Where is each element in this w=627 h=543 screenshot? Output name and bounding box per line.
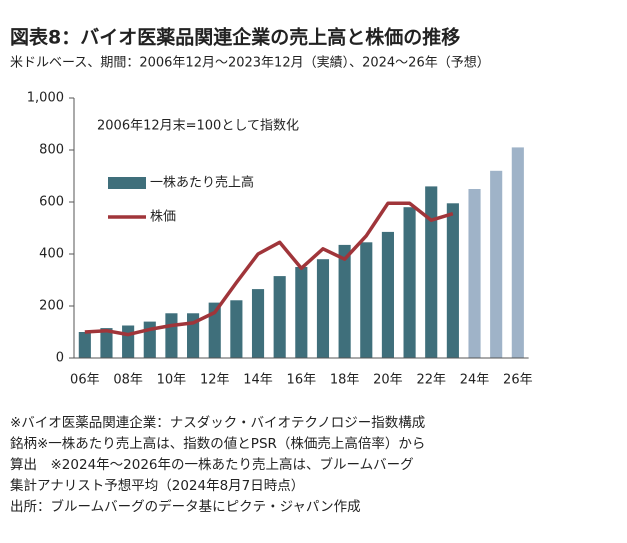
note: ※バイオ医薬品関連企業：ナスダック・バイオテクノロジー指数構成 [10,414,425,431]
note: 銘柄※一株あたり売上高は、指数の値とPSR（株価売上高倍率）から [10,435,425,452]
bar [446,203,459,358]
legend-label: 株価 [150,210,176,225]
bar [273,276,286,358]
bar [78,332,91,358]
x-tick-label: 24年 [460,373,490,388]
x-tick-label: 06年 [70,373,100,388]
note: 算出 ※2024年～2026年の一株あたり売上高は、ブルームバーグ [10,456,414,473]
bar [403,207,416,358]
legend-swatch [108,177,146,189]
bar [316,259,330,358]
bar [490,170,503,358]
bar [230,300,243,358]
bar [100,328,113,358]
y-tick-label: 0 [56,351,64,366]
x-tick-label: 22年 [416,373,446,388]
note: 出所：ブルームバーグのデータ基にピクテ・ジャパン作成 [10,498,361,515]
x-tick-label: 08年 [113,373,143,388]
chart-subtitle: 米ドルベース、期間：2006年12月～2023年12月（実績）、2024～26年… [10,55,490,71]
legend-label: 一株あたり売上高 [150,175,254,191]
line [84,201,454,337]
bar [251,289,265,358]
bar [338,244,351,358]
annotation: 2006年12月末=100として指数化 [97,119,299,134]
bar [360,242,373,358]
x-tick-label: 16年 [287,373,317,388]
bar [425,186,438,358]
bar [381,231,394,358]
y-tick-label: 800 [39,143,64,158]
x-tick-label: 14年 [243,373,273,388]
x-tick-label: 20年 [373,373,403,388]
bar [511,147,524,358]
bar [165,313,178,358]
chart-title: 図表8：バイオ医薬品関連企業の売上高と株価の推移 [10,26,460,49]
y-tick-label: 600 [39,195,64,210]
x-tick-label: 10年 [157,373,187,388]
y-tick-label: 200 [39,299,64,314]
note: 集計アナリスト予想平均（2024年8月7日時点） [10,478,304,494]
y-tick-label: 400 [39,247,64,262]
bar [295,267,308,358]
bar [208,302,221,358]
y-tick-label: 1,000 [27,91,64,106]
bar [122,325,135,358]
x-tick-label: 12年 [200,373,230,388]
x-tick-label: 18年 [330,373,360,388]
bar [468,189,481,358]
x-tick-label: 26年 [503,373,533,388]
